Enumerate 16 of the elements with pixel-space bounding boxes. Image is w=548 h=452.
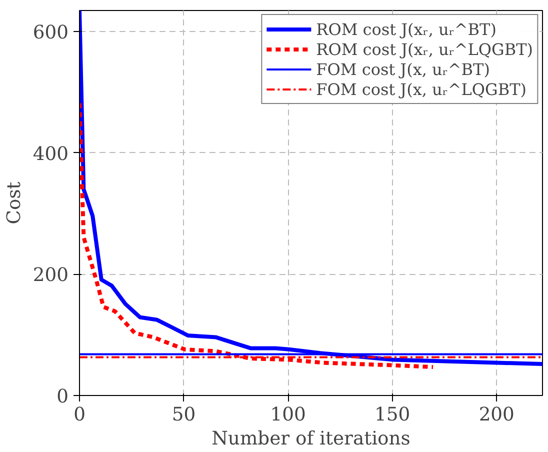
line-series xyxy=(80,10,542,366)
legend-label: ROM cost J(xᵣ, uᵣ^BT) xyxy=(316,20,496,38)
y-tick-label: 0 xyxy=(56,386,69,408)
x-tick-label: 50 xyxy=(172,404,196,426)
y-tick-label: 400 xyxy=(32,144,68,165)
legend-label: FOM cost J(x, uᵣ^BT) xyxy=(316,60,490,78)
x-axis-title: Number of iterations xyxy=(212,428,410,450)
x-tick-label: 200 xyxy=(478,404,514,426)
legend-label: ROM cost J(xᵣ, uᵣ^LQGBT) xyxy=(316,40,533,58)
x-tick-label: 100 xyxy=(270,404,306,426)
y-tick-label: 200 xyxy=(32,265,68,286)
y-tick-label: 600 xyxy=(32,22,68,44)
y-axis-title: Cost xyxy=(4,181,25,224)
x-tick-label: 150 xyxy=(374,404,410,426)
legend-label: FOM cost J(x, uᵣ^LQGBT) xyxy=(316,80,526,98)
x-tick-label: 0 xyxy=(74,404,86,426)
